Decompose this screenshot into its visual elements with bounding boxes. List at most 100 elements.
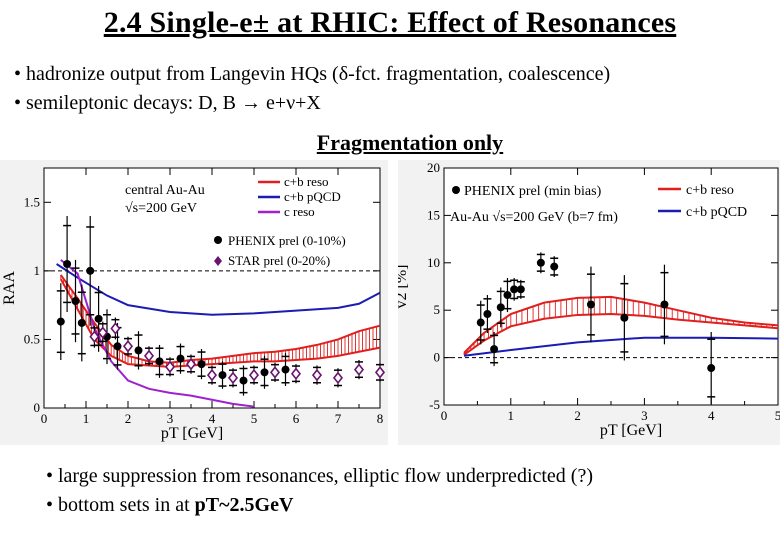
- data-point-diamond: [89, 330, 100, 343]
- x-tick-label: 3: [641, 408, 648, 423]
- data-point-circle: [550, 262, 559, 271]
- legend-marker-circle: [452, 186, 460, 194]
- data-point-diamond: [311, 368, 323, 382]
- data-point-circle: [155, 357, 164, 366]
- series-line-blue: [56, 263, 381, 316]
- legend-label: c+b pQCD: [284, 189, 341, 204]
- raa-chart: 0 1 2 3 4 5 6 7 8 0 0.5 1 1.5 pT [GeV] RAA central Au-A…: [0, 160, 388, 445]
- chart-annotation: Au-Au √s=200 GeV (b=7 fm): [450, 210, 618, 225]
- x-tick-label: 6: [293, 411, 300, 426]
- series-line-blue: [463, 336, 779, 357]
- legend-marker-diamond: [214, 256, 222, 266]
- x-tick-label: 4: [708, 408, 715, 423]
- x-tick-label: 1: [508, 408, 515, 423]
- x-tick-label: 1: [83, 411, 90, 426]
- data-point-circle: [113, 342, 122, 351]
- data-point-circle: [260, 368, 269, 377]
- data-point-diamond: [332, 371, 344, 385]
- x-axis-label: pT [GeV]: [600, 422, 662, 439]
- x-tick-label: 0: [441, 408, 448, 423]
- data-point-diamond: [374, 366, 386, 379]
- x-tick-label: 2: [574, 408, 581, 423]
- x-tick-label: 5: [251, 411, 258, 426]
- x-tick-label: 2: [125, 411, 132, 426]
- data-point-diamond: [122, 340, 134, 353]
- legend-marker-circle: [214, 236, 222, 244]
- data-point-circle: [71, 297, 80, 306]
- series-line-purple: [60, 259, 255, 408]
- data-point-diamond: [269, 366, 281, 379]
- y-tick-label: 0.5: [24, 331, 40, 346]
- y-tick-label: -5: [429, 397, 440, 412]
- data-point-circle: [176, 354, 185, 363]
- legend-label: c+b reso: [284, 174, 329, 189]
- data-point-circle: [476, 318, 485, 327]
- conclusion-bottom: • bottom sets in at pT~2.5GeV: [46, 494, 293, 517]
- legend-label: STAR prel (0-20%): [228, 253, 330, 268]
- data-point-diamond: [110, 322, 121, 335]
- data-point-diamond: [227, 371, 239, 385]
- x-tick-label: 0: [41, 411, 48, 426]
- section-subtitle: Fragmentation only: [316, 130, 504, 155]
- band-upper-line: [463, 295, 779, 354]
- data-point-circle: [134, 346, 143, 355]
- data-point-circle: [281, 365, 290, 374]
- y-tick-label: 5: [434, 302, 441, 317]
- conclusion-suppression: • large suppression from resonances, ell…: [46, 465, 594, 487]
- data-point-diamond: [185, 357, 197, 371]
- y-tick-label: 0: [34, 400, 41, 415]
- y-tick-label: 15: [427, 207, 440, 222]
- data-point-circle: [503, 291, 512, 300]
- y-tick-label: 1: [34, 263, 41, 278]
- legend-label: c+b reso: [686, 183, 734, 198]
- x-tick-label: 4: [209, 411, 216, 426]
- data-point-circle: [197, 360, 206, 369]
- data-point-circle: [77, 318, 86, 327]
- legend-label: PHENIX prel (0-10%): [228, 233, 346, 248]
- y-axis-label: RAA: [1, 271, 18, 305]
- data-point-circle: [94, 314, 103, 323]
- data-point-circle: [239, 376, 248, 385]
- band-lower-line: [463, 312, 779, 356]
- data-point-circle: [86, 266, 95, 275]
- data-point-circle: [496, 303, 505, 312]
- x-tick-label: 7: [335, 411, 342, 426]
- data-point-circle: [63, 260, 72, 268]
- y-tick-label: 1.5: [24, 194, 40, 209]
- data-point-diamond: [290, 367, 302, 380]
- chart-annotation: central Au-Au: [125, 183, 205, 198]
- legend-label: c+b pQCD: [686, 205, 747, 220]
- data-point-circle: [620, 313, 629, 322]
- plot-frame: [443, 167, 779, 406]
- x-axis-label: pT [GeV]: [161, 425, 223, 442]
- data-point-diamond: [206, 368, 218, 382]
- bullet-hadronize: • hadronize output from Langevin HQs (δ-…: [14, 63, 611, 85]
- y-tick-label: 20: [427, 160, 440, 175]
- legend-label: c reso: [284, 204, 315, 219]
- data-point-circle: [707, 364, 716, 373]
- legend-label: PHENIX prel (min bias): [464, 184, 602, 199]
- y-axis-label: v2 [%]: [398, 265, 410, 309]
- x-tick-label: 3: [167, 411, 174, 426]
- x-tick-label: 8: [377, 411, 384, 426]
- chart-annotation: √s=200 GeV: [125, 201, 197, 216]
- data-point-circle: [516, 285, 525, 294]
- bullet-semileptonic: • semileptonic decays: D, B → e+ν+X: [14, 92, 321, 114]
- data-point-circle: [490, 345, 499, 354]
- data-point-circle: [510, 285, 519, 294]
- data-point-circle: [660, 300, 669, 309]
- data-point-diamond: [353, 363, 365, 376]
- conclusion-bottom-pt: pT~2.5GeV: [194, 494, 294, 516]
- data-point-circle: [218, 371, 227, 380]
- conclusion-bottom-text: • bottom sets in at: [46, 494, 195, 516]
- data-point-circle: [56, 317, 65, 326]
- data-point-circle: [483, 309, 492, 318]
- x-tick-label: 5: [775, 408, 780, 423]
- data-point-diamond: [97, 326, 108, 339]
- data-point-circle: [586, 300, 595, 309]
- data-point-diamond: [143, 349, 155, 363]
- data-point-diamond: [248, 368, 260, 382]
- data-point-diamond: [164, 360, 176, 374]
- slide-title: 2.4 Single-e± at RHIC: Effect of Resonan…: [103, 6, 677, 39]
